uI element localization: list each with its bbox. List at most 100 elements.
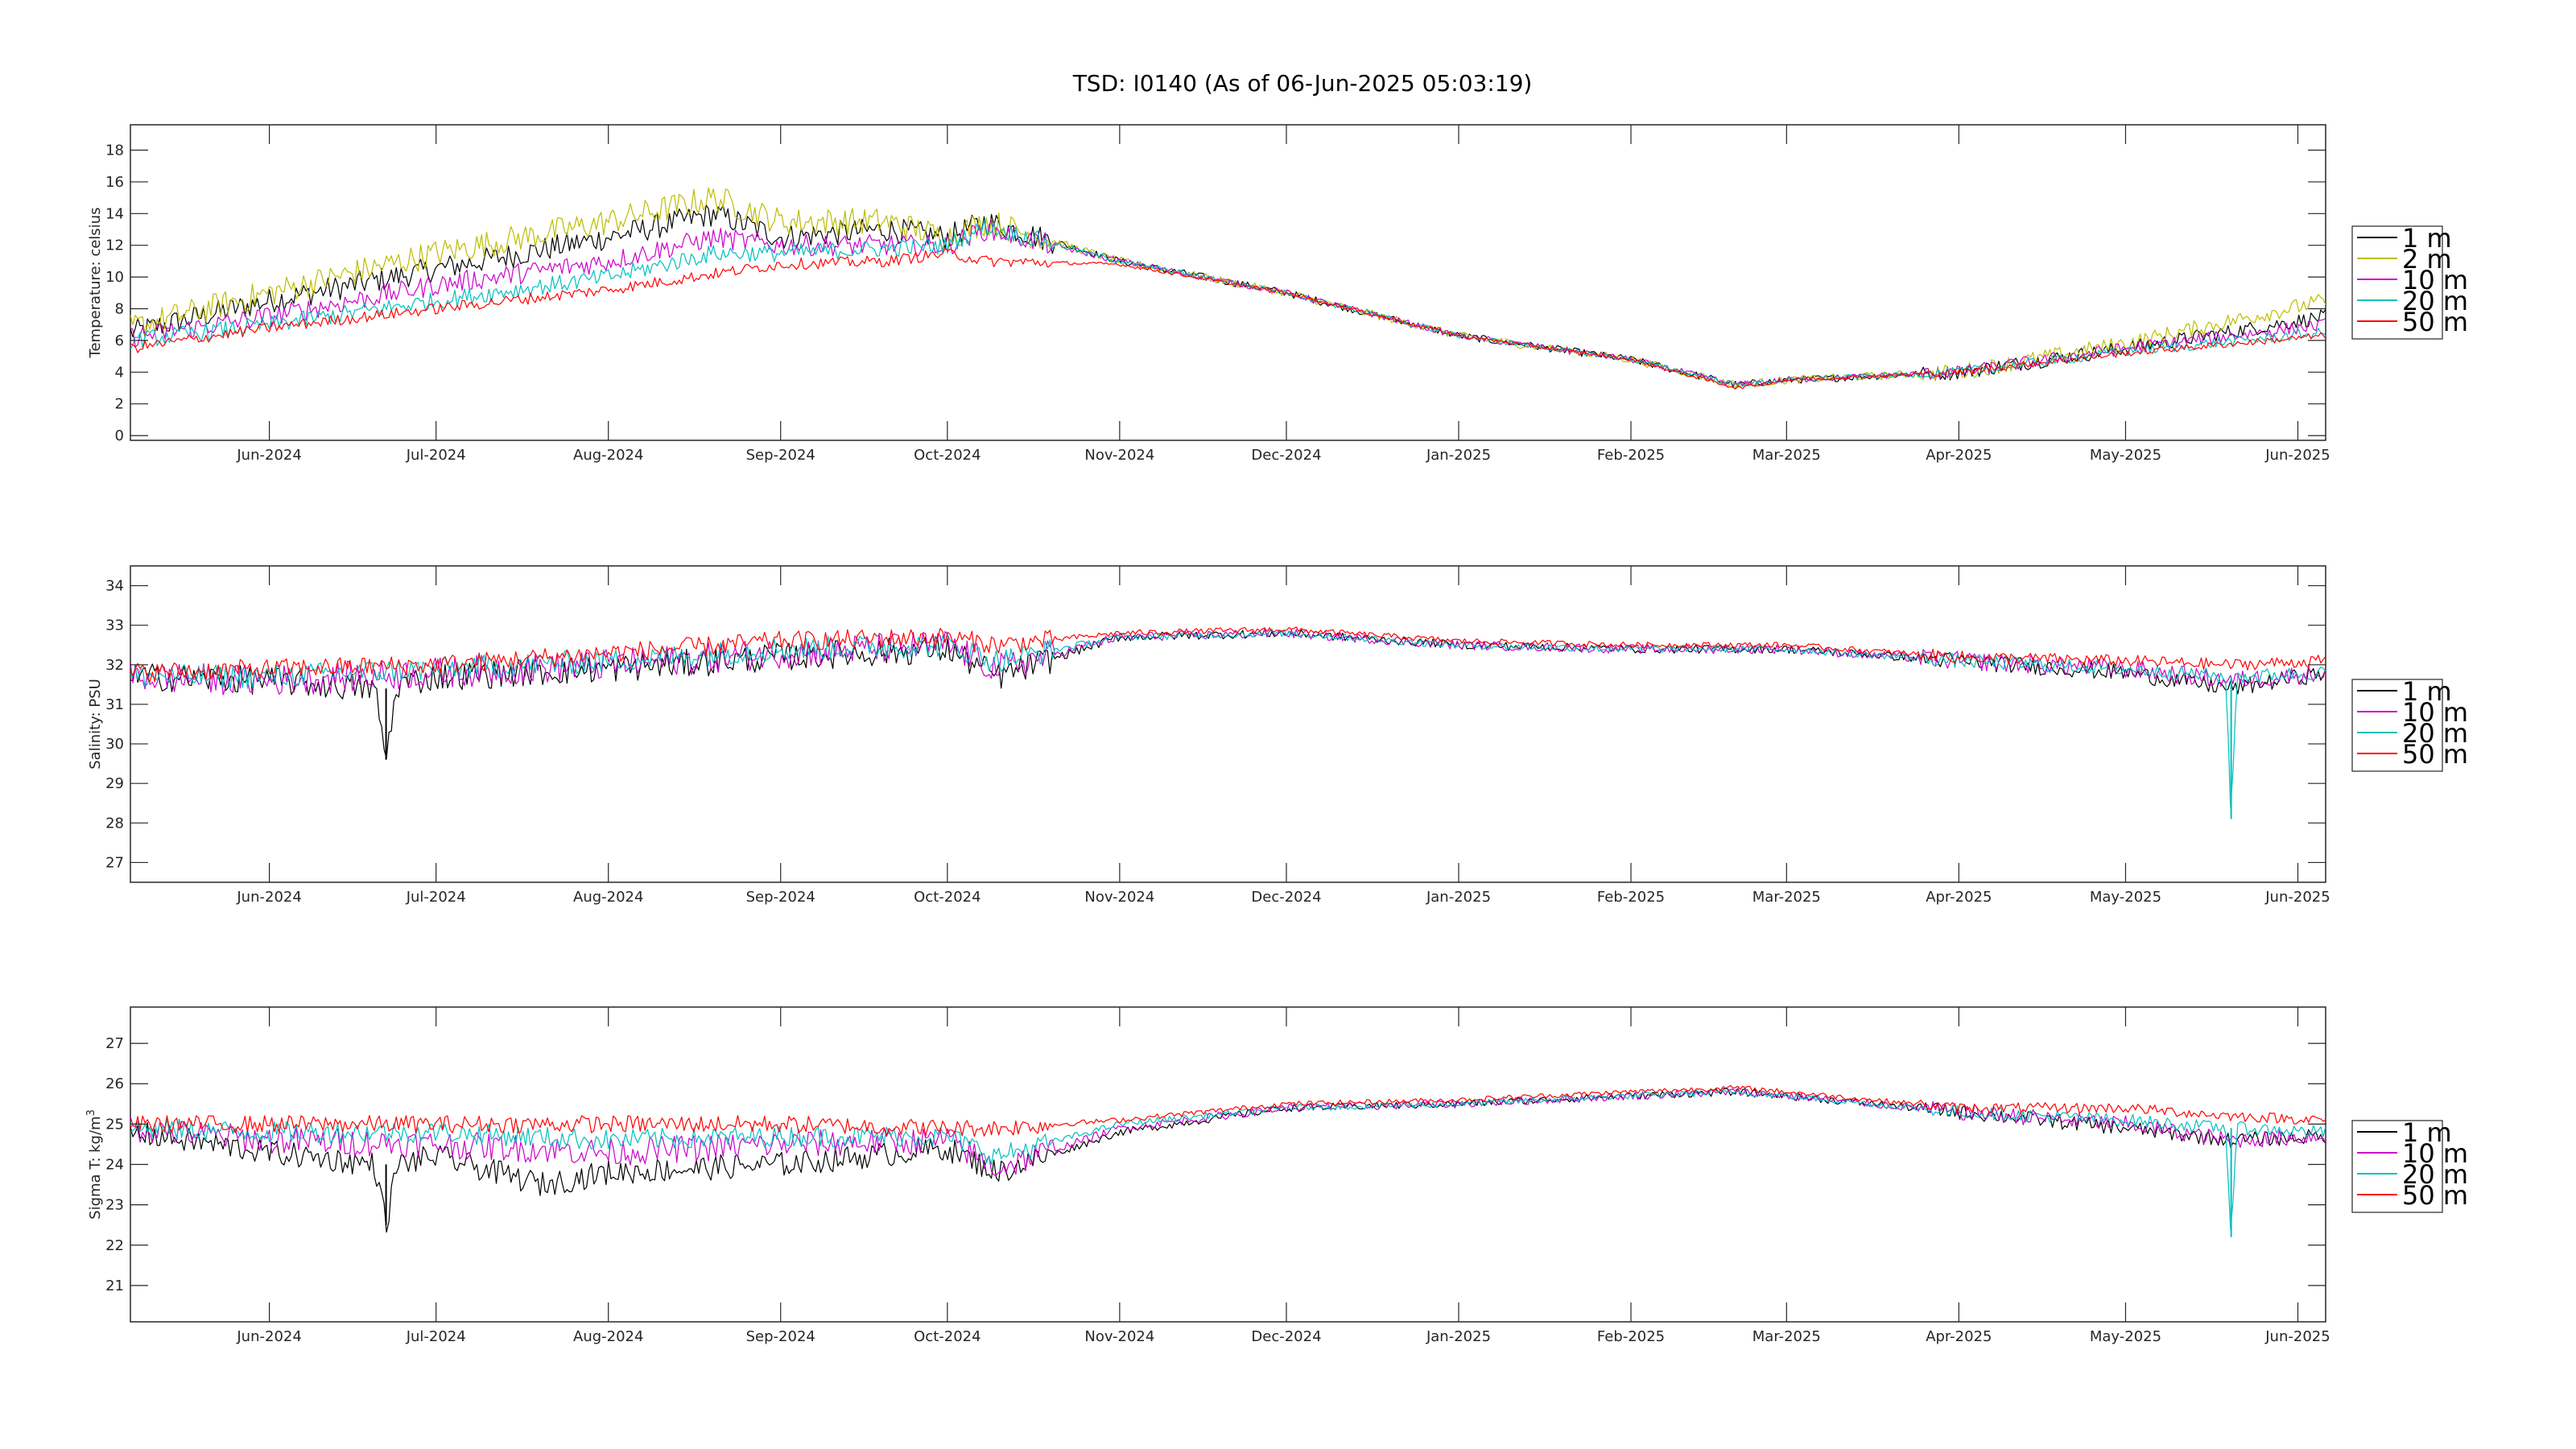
legend-label: 20 m [2402, 718, 2468, 749]
x-tick-label: Apr-2025 [1926, 1328, 1992, 1345]
y-tick-label: 27 [105, 854, 124, 871]
y-tick-label: 34 [105, 578, 124, 595]
series-group [130, 187, 2326, 390]
x-tick-label: Feb-2025 [1597, 447, 1665, 464]
figure-title: TSD: I0140 (As of 06-Jun-2025 05:03:19) [1072, 70, 1533, 97]
y-tick-label: 28 [105, 815, 124, 832]
legend-label: 2 m [2402, 244, 2452, 275]
legend-label: 50 m [2402, 1180, 2468, 1211]
y-tick-label: 2 [115, 396, 124, 413]
legend-label: 50 m [2402, 307, 2468, 337]
x-tick-label: May-2025 [2090, 447, 2161, 464]
x-tick-label: Aug-2024 [573, 1328, 643, 1345]
x-tick-label: Dec-2024 [1251, 889, 1321, 906]
legend-label: 10 m [2402, 265, 2468, 295]
x-tick-label: Apr-2025 [1926, 889, 1992, 906]
x-tick-label: Jun-2025 [2264, 447, 2330, 464]
x-tick-label: Jan-2025 [1426, 889, 1491, 906]
x-tick-label: Oct-2024 [914, 889, 980, 906]
legend-box [2351, 225, 2443, 340]
x-tick-label: May-2025 [2090, 1328, 2161, 1345]
series-line-10m [130, 220, 2326, 386]
series-line-50m [130, 1084, 2326, 1137]
series-line-2m [130, 187, 2326, 390]
y-tick-label: 8 [115, 301, 124, 318]
y-tick-label: 26 [105, 1075, 124, 1092]
x-tick-label: Jun-2025 [2264, 889, 2330, 906]
y-axis-label: Sigma T: kg/m3 [85, 1109, 105, 1220]
y-tick-label: 16 [105, 174, 124, 191]
x-tick-label: Mar-2025 [1752, 889, 1821, 906]
series-line-50m [130, 626, 2326, 683]
chart-panel-2: 27 28 29 30 31 32 33 34 Jun-2024 Jul-2024 Aug-2024… [87, 565, 2468, 906]
y-tick-label: 25 [105, 1116, 124, 1133]
series-line-20m [130, 1088, 2326, 1229]
legend-box [2351, 679, 2443, 772]
y-tick-label: 30 [105, 736, 124, 753]
y-tick-label: 0 [115, 427, 124, 444]
x-tick-label: Jul-2024 [406, 447, 466, 464]
legend: 1 m10 m20 m50 m [2351, 1117, 2468, 1213]
y-tick-label: 18 [105, 142, 124, 159]
legend-label: 10 m [2402, 697, 2468, 728]
x-tick-label: Dec-2024 [1251, 1328, 1321, 1345]
y-tick-label: 33 [105, 617, 124, 634]
x-tick-label: Jun-2024 [236, 447, 301, 464]
legend: 1 m2 m10 m20 m50 m [2351, 223, 2468, 340]
x-tick-label: Jan-2025 [1426, 447, 1491, 464]
legend-box [2351, 1120, 2443, 1213]
x-tick-label: Jul-2024 [406, 889, 466, 906]
legend-label: 10 m [2402, 1138, 2468, 1169]
x-tick-label: Jul-2024 [406, 1328, 466, 1345]
y-tick-label: 24 [105, 1157, 124, 1174]
x-tick-label: Jun-2024 [236, 1328, 301, 1345]
x-tick-label: Dec-2024 [1251, 447, 1321, 464]
y-tick-label: 31 [105, 696, 124, 713]
y-tick-label: 12 [105, 237, 124, 254]
x-tick-label: Feb-2025 [1597, 1328, 1665, 1345]
x-tick-label: Apr-2025 [1926, 447, 1992, 464]
x-tick-label: Mar-2025 [1752, 447, 1821, 464]
x-tick-label: Nov-2024 [1084, 447, 1154, 464]
x-tick-label: Mar-2025 [1752, 1328, 1821, 1345]
legend-label: 20 m [2402, 286, 2468, 316]
x-tick-label: Nov-2024 [1084, 1328, 1154, 1345]
y-axis-label-superscript: 3 [85, 1109, 97, 1116]
y-tick-label: 22 [105, 1237, 124, 1254]
x-tick-label: Oct-2024 [914, 447, 980, 464]
x-tick-label: Nov-2024 [1084, 889, 1154, 906]
y-tick-label: 27 [105, 1035, 124, 1052]
legend-label: 1 m [2402, 676, 2452, 707]
series-group [130, 1084, 2326, 1237]
y-tick-label: 14 [105, 205, 124, 222]
plot-area [130, 565, 2326, 883]
chart-panel-1: 0 2 4 6 8 10 12 14 16 18 Jun-2024 Jul-2024 Aug-2024 S… [87, 124, 2468, 464]
x-tick-label: Feb-2025 [1597, 889, 1665, 906]
y-tick-label: 21 [105, 1278, 124, 1294]
legend-label: 50 m [2402, 739, 2468, 770]
chart-panel-3: 21 22 23 24 25 26 27 Jun-2024 Jul-2024 Aug-2024 Se… [85, 1006, 2468, 1345]
x-tick-label: Jun-2025 [2264, 1328, 2330, 1345]
legend-label: 1 m [2402, 223, 2452, 254]
x-tick-label: Aug-2024 [573, 447, 643, 464]
x-tick-label: Sep-2024 [746, 447, 815, 464]
y-tick-label: 23 [105, 1197, 124, 1214]
x-tick-label: Sep-2024 [746, 889, 815, 906]
x-tick-label: Aug-2024 [573, 889, 643, 906]
y-axis-label: Salinity: PSU [87, 679, 104, 770]
x-tick-label: Jun-2024 [236, 889, 301, 906]
y-tick-label: 10 [105, 269, 124, 286]
y-tick-label: 32 [105, 657, 124, 674]
series-group [130, 626, 2326, 819]
legend-label: 20 m [2402, 1159, 2468, 1190]
y-tick-label: 4 [115, 364, 124, 381]
legend-label: 1 m [2402, 1117, 2452, 1148]
series-line-50m [130, 247, 2326, 390]
x-tick-label: Oct-2024 [914, 1328, 980, 1345]
y-tick-label: 6 [115, 332, 124, 349]
legend: 1 m10 m20 m50 m [2351, 676, 2468, 772]
x-tick-label: May-2025 [2090, 889, 2161, 906]
y-tick-label: 29 [105, 775, 124, 792]
series-line-1m [130, 1088, 2326, 1233]
